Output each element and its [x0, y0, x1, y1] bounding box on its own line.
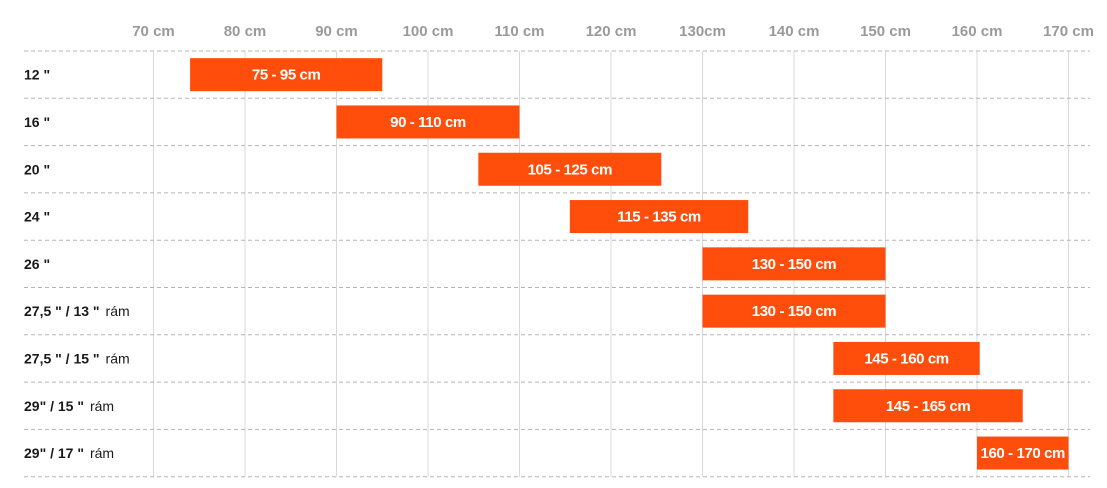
- x-tick-label: 130cm: [679, 23, 726, 40]
- range-bar: [833, 341, 980, 375]
- range-bar: [702, 247, 886, 281]
- row-labels: 12 "16 "20 "24 "26 "27,5 " / 13 " rám27,5…: [24, 67, 130, 461]
- row-label-size: 26 ": [24, 256, 50, 272]
- row-label: 16 ": [24, 114, 50, 130]
- row-label-size: 16 ": [24, 114, 50, 130]
- row-label: 20 ": [24, 161, 50, 177]
- row-label: 29" / 15 " rám: [24, 398, 114, 414]
- bar-label: 145 - 160 cm: [864, 350, 948, 367]
- range-bar: [190, 58, 383, 92]
- bar-label: 105 - 125 cm: [528, 161, 612, 178]
- x-tick-label: 150 cm: [860, 23, 911, 40]
- row-label-size: 29" / 15 ": [24, 398, 84, 414]
- bar-label: 90 - 110 cm: [390, 114, 466, 131]
- row-label-size: 27,5 " / 15 ": [24, 350, 100, 366]
- gridlines: [24, 50, 1090, 478]
- row-label-suffix: rám: [106, 303, 130, 319]
- range-bar: [977, 436, 1069, 470]
- row-label-size: 29" / 17 ": [24, 445, 84, 461]
- row-label: 27,5 " / 15 " rám: [24, 350, 130, 366]
- x-tick-label: 160 cm: [952, 23, 1003, 40]
- bar-label: 130 - 150 cm: [752, 303, 836, 320]
- row-label-size: 27,5 " / 13 ": [24, 303, 100, 319]
- row-label: 12 ": [24, 67, 50, 83]
- bar-label: 130 - 150 cm: [752, 256, 836, 273]
- bar-label: 145 - 165 cm: [886, 398, 970, 415]
- x-tick-label: 90 cm: [315, 23, 358, 40]
- x-tick-label: 100 cm: [403, 23, 454, 40]
- row-label: 26 ": [24, 256, 50, 272]
- bar-label: 115 - 135 cm: [617, 209, 701, 226]
- x-tick-label: 80 cm: [224, 23, 267, 40]
- row-label: 27,5 " / 13 " rám: [24, 303, 130, 319]
- row-label-suffix: rám: [90, 398, 114, 414]
- bars: 75 - 95 cm 90 - 110 cm 105 - 125 cm 115 - 1…: [190, 58, 1069, 470]
- bar-label: 75 - 95 cm: [252, 67, 321, 84]
- row-label-size: 24 ": [24, 209, 50, 225]
- x-tick-label: 110 cm: [494, 23, 544, 40]
- x-tick-label: 70 cm: [132, 23, 175, 40]
- x-tick-label: 120 cm: [586, 23, 637, 40]
- row-label-suffix: rám: [106, 350, 130, 366]
- range-bar: [478, 152, 662, 186]
- x-tick-label: 170 cm: [1043, 23, 1094, 40]
- range-bar: [833, 389, 1023, 423]
- range-bar: [336, 105, 520, 139]
- x-tick-label: 140 cm: [769, 23, 820, 40]
- range-bar: [569, 200, 749, 234]
- x-axis-ticks: 70 cm 80 cm 90 cm 100 cm 110 cm 120 cm 130cm 14…: [132, 23, 1094, 40]
- bar-label: 160 - 170 cm: [981, 445, 1065, 462]
- row-label-size: 20 ": [24, 161, 50, 177]
- range-bar: [702, 294, 886, 328]
- row-label-size: 12 ": [24, 67, 50, 83]
- row-label: 29" / 17 " rám: [24, 445, 114, 461]
- row-label-suffix: rám: [90, 445, 114, 461]
- row-label: 24 ": [24, 209, 50, 225]
